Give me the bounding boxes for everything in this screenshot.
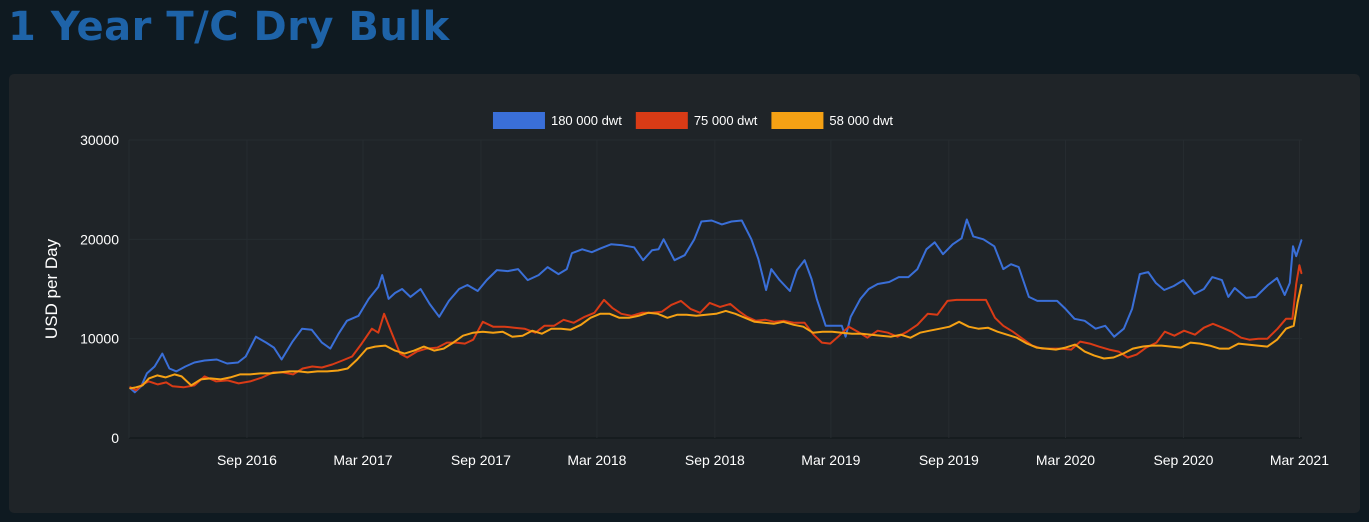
x-tick-label: Sep 2020 bbox=[1153, 452, 1213, 468]
x-tick-label: Sep 2018 bbox=[685, 452, 745, 468]
legend-label-1[interactable]: 180 000 dwt bbox=[551, 113, 622, 128]
legend-label-2[interactable]: 75 000 dwt bbox=[694, 113, 758, 128]
series-lines bbox=[129, 218, 1303, 394]
series-line-1 bbox=[129, 218, 1303, 394]
y-tick-label: 20000 bbox=[80, 231, 119, 247]
series-line-2 bbox=[129, 264, 1303, 392]
x-tick-label: Mar 2017 bbox=[333, 452, 392, 468]
y-tick-label: 10000 bbox=[80, 331, 119, 347]
legend: 180 000 dwt 75 000 dwt 58 000 dwt bbox=[492, 112, 893, 129]
y-tick-label: 30000 bbox=[80, 132, 119, 148]
y-tick-label: 0 bbox=[111, 430, 119, 446]
legend-swatch-1[interactable] bbox=[492, 112, 545, 129]
legend-label-3[interactable]: 58 000 dwt bbox=[829, 113, 893, 128]
gridlines bbox=[128, 139, 1302, 439]
x-tick-label: Sep 2016 bbox=[217, 452, 277, 468]
y-axis: 0 10000 20000 30000 bbox=[80, 132, 119, 446]
line-chart: Sep 2016 Mar 2017 Sep 2017 Mar 2018 Sep 2018… bbox=[42, 112, 1329, 468]
x-tick-label: Mar 2020 bbox=[1036, 452, 1095, 468]
page-title: 1 Year T/C Dry Bulk bbox=[8, 4, 450, 50]
series-line-3 bbox=[129, 284, 1303, 390]
x-tick-label: Sep 2017 bbox=[451, 452, 511, 468]
x-axis: Sep 2016 Mar 2017 Sep 2017 Mar 2018 Sep 2018… bbox=[217, 452, 1329, 468]
x-tick-label: Sep 2019 bbox=[919, 452, 979, 468]
legend-swatch-2[interactable] bbox=[635, 112, 688, 129]
y-axis-title: USD per Day bbox=[42, 238, 61, 339]
x-tick-label: Mar 2021 bbox=[1270, 452, 1329, 468]
legend-swatch-3[interactable] bbox=[771, 112, 824, 129]
x-tick-label: Mar 2018 bbox=[567, 452, 626, 468]
x-tick-label: Mar 2019 bbox=[801, 452, 860, 468]
chart-panel: Sep 2016 Mar 2017 Sep 2017 Mar 2018 Sep 2018… bbox=[9, 74, 1360, 513]
